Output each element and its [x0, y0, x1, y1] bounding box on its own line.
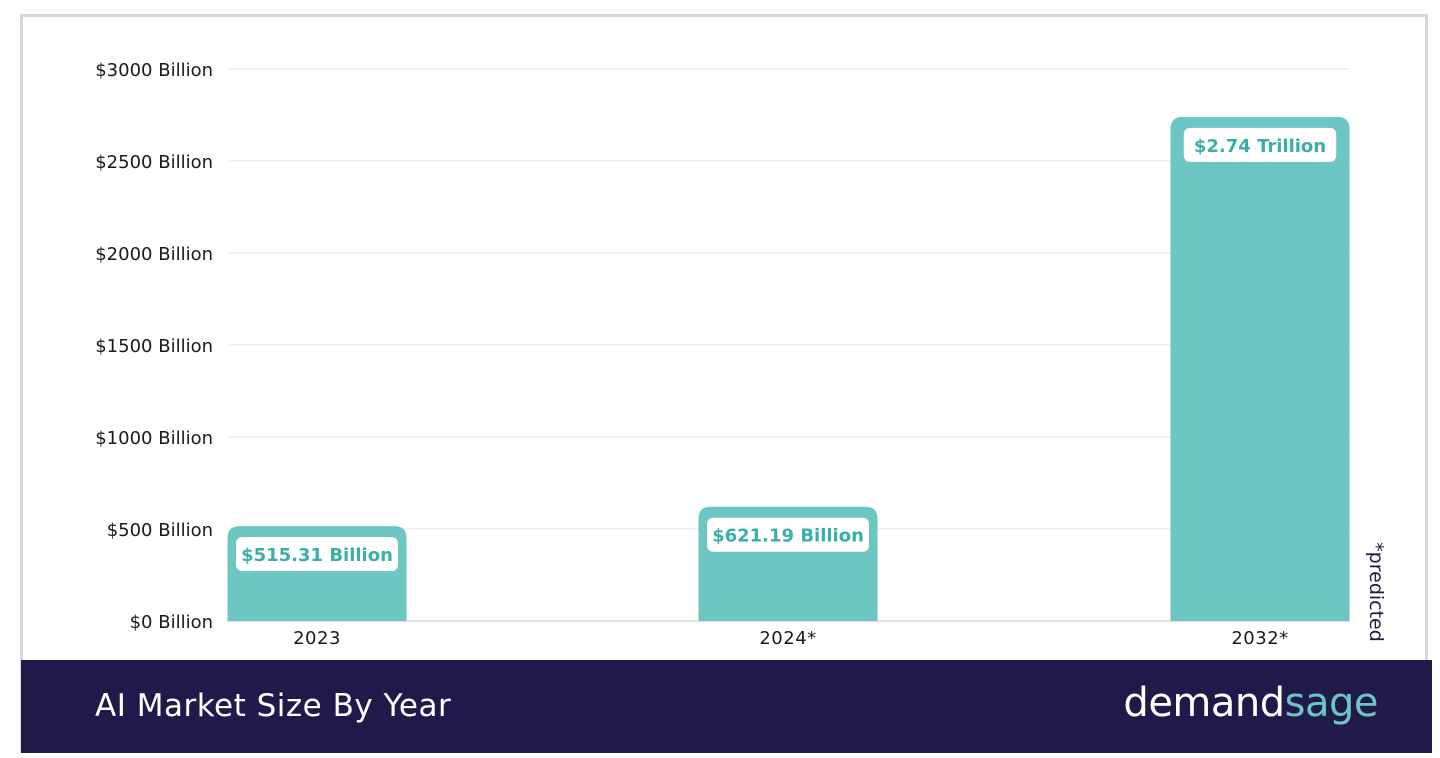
x-axis-categories: 2023 2024* 2032* — [293, 628, 1288, 649]
y-tick-label: $3000 Billion — [95, 60, 213, 81]
data-label-box — [1183, 127, 1337, 162]
y-tick-label: $2500 Billion — [95, 152, 213, 173]
y-axis-ticks: $0 Billion $500 Billion $1000 Billion $1500… — [95, 60, 213, 633]
bar-2032 — [1170, 116, 1350, 621]
y-tick-label: $500 Billion — [107, 520, 213, 541]
data-label: $2.74 Trillion — [1194, 136, 1326, 157]
y-tick-label: $0 Billion — [130, 612, 213, 633]
y-tick-label: $2000 Billion — [95, 244, 213, 265]
data-label-box — [707, 517, 869, 552]
bars: $515.31 Billion $621.19 Billion $2.74 Tril… — [227, 116, 1350, 621]
data-label: $621.19 Billion — [712, 526, 864, 547]
brand-logo: demandsage — [1123, 680, 1378, 726]
brand-logo-part2: sage — [1284, 680, 1379, 726]
data-label: $515.31 Billion — [241, 545, 393, 566]
y-tick-label: $1500 Billion — [95, 336, 213, 357]
y-tick-label: $1000 Billion — [95, 428, 213, 449]
x-category-label: 2032* — [1231, 628, 1288, 649]
predicted-note: *predicted — [1365, 542, 1387, 642]
brand-logo-part1: demand — [1123, 680, 1285, 726]
chart-title: AI Market Size By Year — [95, 688, 452, 724]
x-category-label: 2023 — [293, 628, 341, 649]
x-category-label: 2024* — [759, 628, 816, 649]
footer-banner: AI Market Size By Year demandsage — [21, 660, 1432, 753]
data-label-box — [236, 537, 398, 572]
